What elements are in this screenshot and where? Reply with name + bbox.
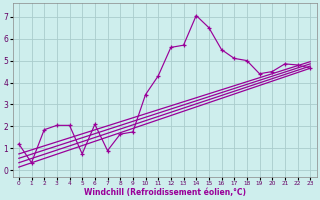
X-axis label: Windchill (Refroidissement éolien,°C): Windchill (Refroidissement éolien,°C) (84, 188, 245, 197)
